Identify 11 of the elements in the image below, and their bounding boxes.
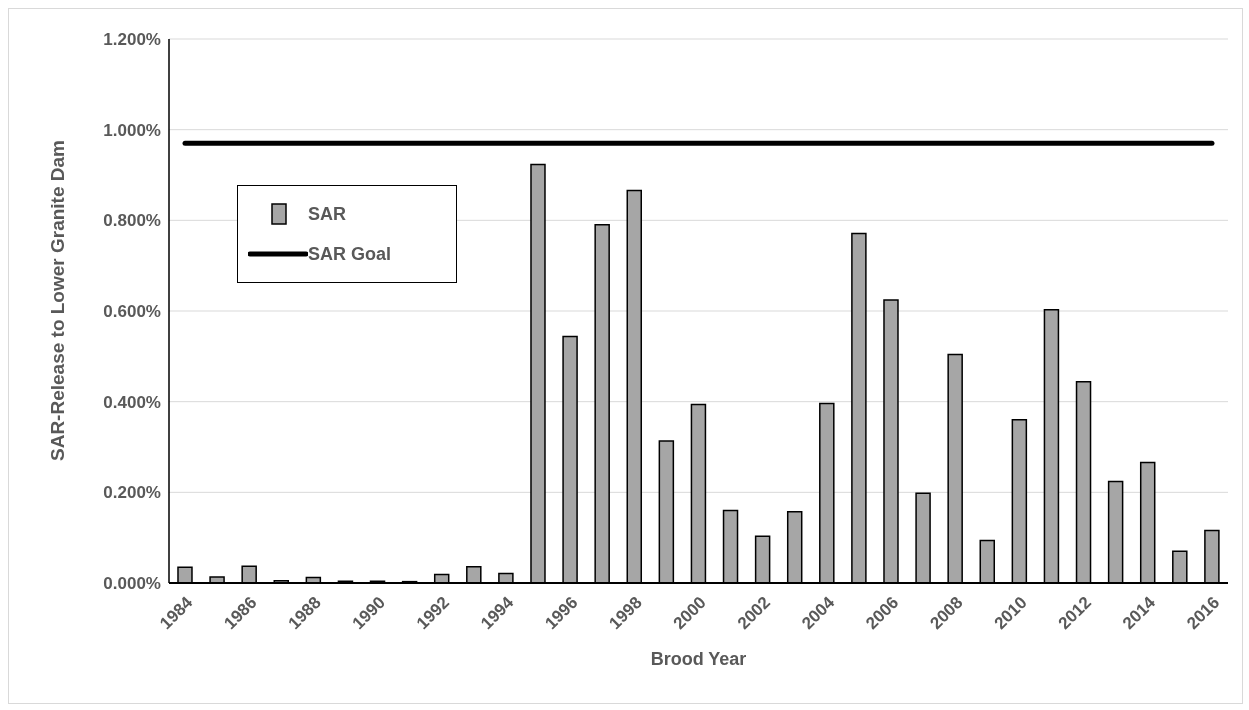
y-tick-label: 0.400% — [103, 392, 161, 412]
legend-label: SAR — [308, 203, 347, 225]
y-tick-label: 0.800% — [103, 211, 161, 231]
x-axis-title: Brood Year — [650, 649, 747, 669]
y-tick-label: 1.000% — [103, 120, 161, 140]
y-tick-label: 0.600% — [103, 302, 161, 322]
legend-label: SAR Goal — [308, 243, 392, 265]
y-tick-label: 0.200% — [103, 483, 161, 503]
y-axis-title: SAR-Release to Lower Granite Dam — [46, 140, 68, 461]
y-tick-label: 1.200% — [103, 30, 161, 50]
y-tick-label: 0.000% — [103, 574, 161, 594]
